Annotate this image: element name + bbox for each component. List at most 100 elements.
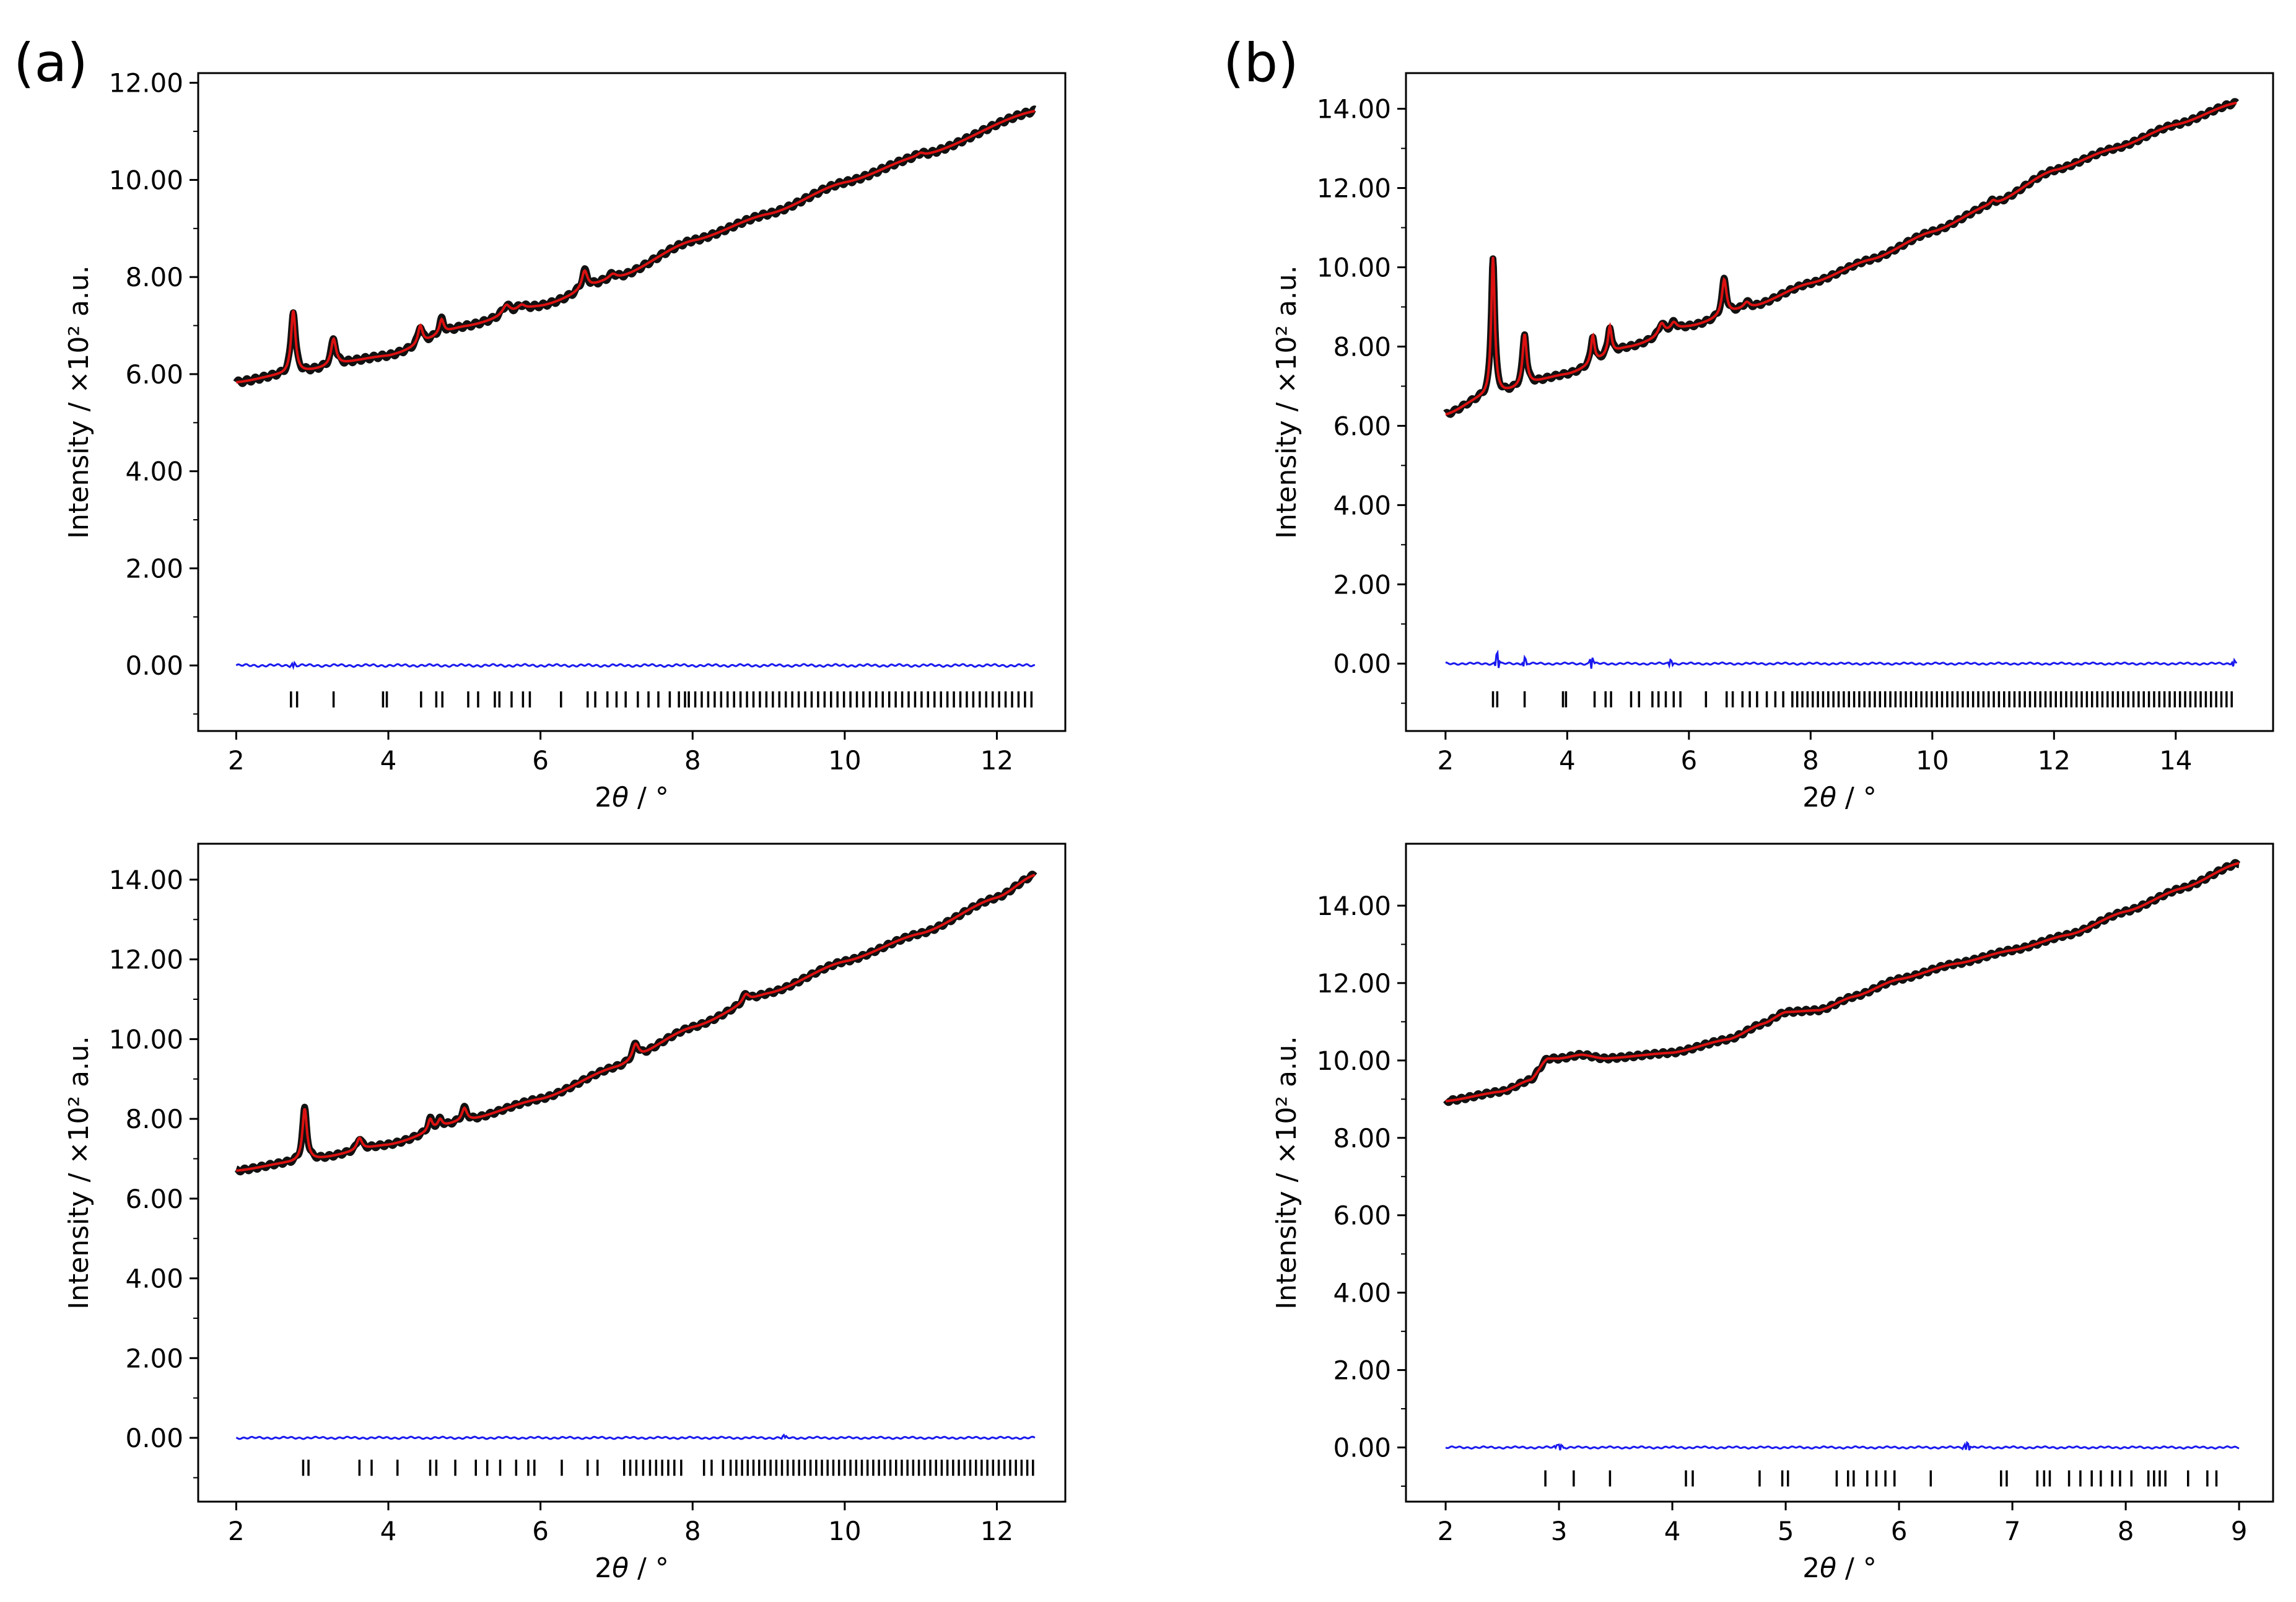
- observed-pattern: [233, 105, 1038, 387]
- y-tick-label: 12.00: [1317, 968, 1391, 999]
- panel-label-b: (b): [1223, 32, 1299, 94]
- plot-area: [233, 870, 1038, 1476]
- x-tick-label: 4: [1664, 1516, 1681, 1546]
- panel-label-a: (a): [14, 32, 88, 94]
- difference-curve: [1445, 649, 2238, 669]
- x-tick-label: 8: [2118, 1516, 2134, 1546]
- observed-pattern: [1443, 98, 2240, 418]
- plot-area: [1443, 98, 2240, 707]
- x-tick-label: 2: [228, 745, 245, 776]
- x-tick-label: 5: [1778, 1516, 1794, 1546]
- calculated-pattern: [236, 110, 1036, 383]
- plot-area: [1443, 859, 2242, 1487]
- chart-panel-4: 0.00 2.00 4.00 6.00 8.00 10.00 12.00 14.00 2 3 4 5 6…: [1271, 843, 2274, 1584]
- x-axis-label: 2θ / °: [1802, 782, 1877, 813]
- y-tick-label: 14.00: [1317, 94, 1391, 125]
- x-tick-label: 12: [980, 745, 1013, 776]
- y-tick-label: 8.00: [1333, 331, 1391, 362]
- x-tick-label: 6: [1680, 745, 1697, 776]
- y-tick-label: 2.00: [1333, 569, 1391, 600]
- x-axis-label-suffix: / °: [1836, 782, 1877, 813]
- difference-curve: [1445, 1440, 2240, 1451]
- y-tick-label: 2.00: [125, 553, 183, 584]
- y-tick-label: 2.00: [125, 1343, 183, 1373]
- y-tick-label: 8.00: [125, 262, 183, 292]
- x-axis-label: 2θ / °: [595, 1552, 669, 1584]
- observed-pattern: [233, 870, 1038, 1176]
- x-tick-label: 2: [228, 1516, 245, 1546]
- x-tick-label: 8: [684, 745, 701, 776]
- x-tick-label: 9: [2231, 1516, 2248, 1546]
- x-axis-label-suffix: / °: [629, 1552, 669, 1584]
- x-axis-label-prefix: 2: [1802, 782, 1820, 813]
- y-tick-label: 12.00: [1317, 173, 1391, 204]
- x-tick-label: 3: [1551, 1516, 1568, 1546]
- x-tick-label: 2: [1437, 745, 1454, 776]
- x-axis-label-symbol: θ: [1820, 1552, 1836, 1584]
- x-axis-label-symbol: θ: [612, 1552, 629, 1584]
- chart-panel-2: 0.00 2.00 4.00 6.00 8.00 10.00 12.00 14.00 2 4 6 8 1…: [1271, 72, 2274, 813]
- plot-frame: [197, 843, 1067, 1503]
- x-tick-label: 6: [532, 745, 549, 776]
- y-axis-label: Intensity / ×10² a.u.: [1271, 1036, 1303, 1310]
- y-tick-label: 2.00: [1333, 1355, 1391, 1386]
- y-axis-label: Intensity / ×10² a.u.: [63, 265, 95, 539]
- y-tick-label: 0.00: [1333, 1433, 1391, 1463]
- y-tick-label: 12.00: [109, 68, 183, 98]
- calculated-pattern: [1445, 862, 2240, 1103]
- x-tick-label: 10: [1916, 745, 1949, 776]
- y-tick-label: 6.00: [125, 1184, 183, 1214]
- y-tick-label: 14.00: [1317, 891, 1391, 921]
- x-tick-label: 4: [1559, 745, 1576, 776]
- y-tick-label: 10.00: [109, 1024, 183, 1054]
- y-tick-label: 14.00: [109, 865, 183, 895]
- x-axis-label: 2θ / °: [1802, 1552, 1877, 1584]
- plot-frame: [197, 72, 1067, 732]
- x-tick-label: 4: [380, 745, 397, 776]
- difference-curve: [235, 660, 1036, 670]
- y-tick-label: 12.00: [109, 945, 183, 975]
- y-tick-label: 10.00: [1317, 1046, 1391, 1076]
- difference-curve: [235, 1433, 1036, 1440]
- x-axis-label-prefix: 2: [595, 782, 612, 813]
- y-tick-label: 0.00: [125, 650, 183, 681]
- y-axis-label: Intensity / ×10² a.u.: [1271, 265, 1303, 539]
- y-tick-label: 10.00: [109, 165, 183, 195]
- x-tick-label: 8: [1802, 745, 1819, 776]
- x-tick-label: 2: [1438, 1516, 1454, 1546]
- plot-frame: [1405, 843, 2274, 1503]
- x-axis-label-prefix: 2: [1802, 1552, 1820, 1584]
- y-tick-label: 0.00: [1333, 649, 1391, 679]
- x-tick-label: 14: [2159, 745, 2192, 776]
- x-tick-label: 10: [828, 1516, 861, 1546]
- y-tick-label: 4.00: [1333, 490, 1391, 520]
- plot-area: [233, 105, 1038, 708]
- x-tick-label: 12: [980, 1516, 1013, 1546]
- x-tick-label: 6: [1891, 1516, 1908, 1546]
- x-axis-label-symbol: θ: [612, 782, 629, 813]
- x-tick-label: 7: [2004, 1516, 2021, 1546]
- chart-panel-3: 0.00 2.00 4.00 6.00 8.00 10.00 12.00 14.00 2 4 6 8 1…: [63, 843, 1067, 1584]
- y-tick-label: 8.00: [125, 1104, 183, 1134]
- y-tick-label: 4.00: [125, 1264, 183, 1294]
- x-tick-label: 10: [828, 745, 861, 776]
- x-axis-label-symbol: θ: [1820, 782, 1836, 813]
- x-axis-label-suffix: / °: [629, 782, 669, 813]
- x-tick-label: 12: [2038, 745, 2071, 776]
- y-axis-label: Intensity / ×10² a.u.: [63, 1036, 95, 1310]
- observed-pattern: [1443, 859, 2242, 1106]
- y-tick-label: 6.00: [1333, 1201, 1391, 1231]
- x-axis-label-suffix: / °: [1836, 1552, 1877, 1584]
- y-tick-label: 10.00: [1317, 252, 1391, 282]
- x-tick-label: 6: [532, 1516, 549, 1546]
- x-axis-label: 2θ / °: [595, 782, 669, 813]
- calculated-pattern: [236, 873, 1036, 1172]
- y-tick-label: 6.00: [125, 359, 183, 390]
- y-tick-label: 8.00: [1333, 1123, 1391, 1153]
- calculated-pattern: [1445, 102, 2237, 416]
- x-tick-label: 4: [380, 1516, 397, 1546]
- y-tick-label: 0.00: [125, 1423, 183, 1453]
- y-tick-label: 4.00: [1333, 1278, 1391, 1308]
